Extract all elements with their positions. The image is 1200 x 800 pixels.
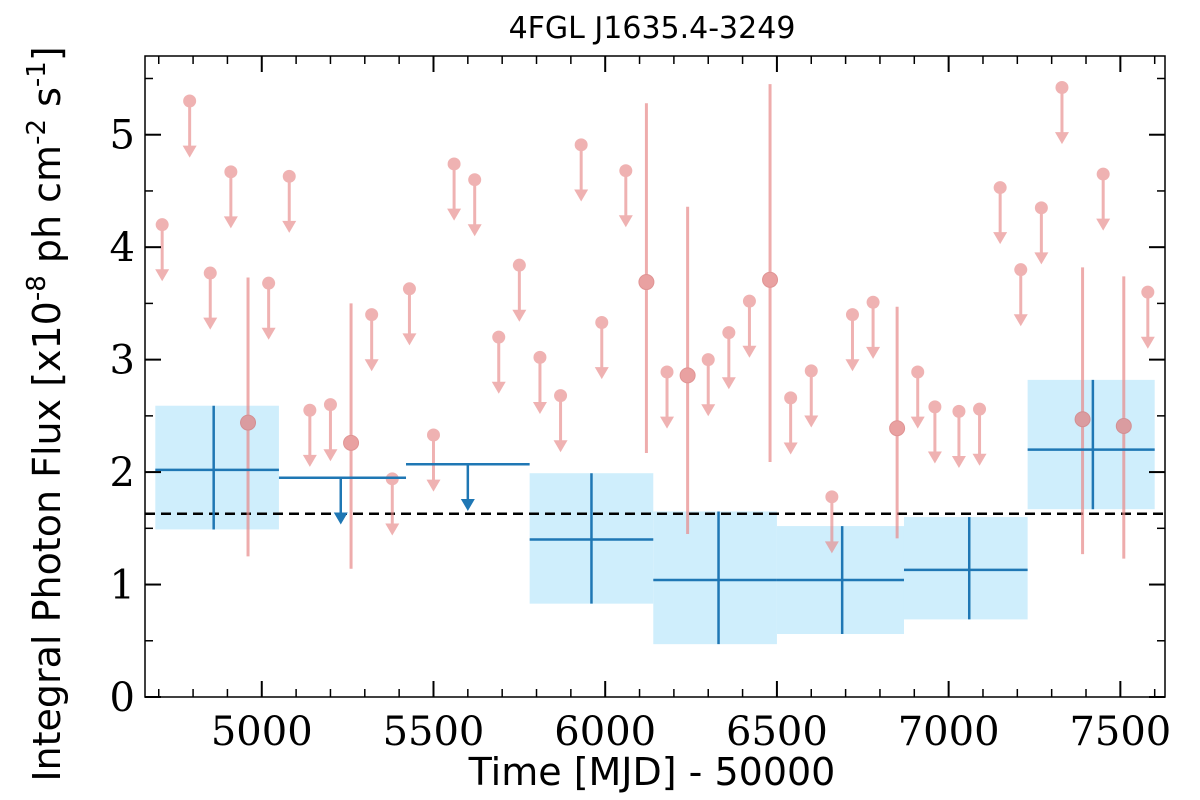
upper-limit-marker-3 xyxy=(223,165,238,229)
y-tick-label-5: 5 xyxy=(110,113,135,159)
long-bin-point-2 xyxy=(653,511,777,645)
x-tick-label-1: 5500 xyxy=(383,709,485,755)
x-tick-label-0: 5000 xyxy=(211,709,313,755)
upper-limit-marker-16 xyxy=(532,350,547,414)
plot-frame xyxy=(144,55,1166,698)
upper-limit-marker-10 xyxy=(402,282,417,346)
upper-limit-marker-17 xyxy=(553,389,568,453)
long-bin-point-1 xyxy=(529,473,654,604)
upper-limit-marker-12 xyxy=(447,157,462,221)
upper-limit-marker-2 xyxy=(203,266,218,330)
long-bin-point-5 xyxy=(1027,379,1155,510)
upper-limit-marker-27 xyxy=(824,490,839,554)
upper-limit-marker-9 xyxy=(385,472,400,536)
upper-limit-marker-34 xyxy=(993,181,1008,245)
upper-limit-marker-26 xyxy=(804,364,819,428)
long-bin-band-0 xyxy=(155,405,279,530)
detection-point-6 xyxy=(1074,267,1091,555)
upper-limit-marker-8 xyxy=(364,308,379,372)
long-bin-layer xyxy=(155,379,1155,645)
x-tick-label-4: 7000 xyxy=(898,709,1000,755)
x-axis-label: Time [MJD] - 50000 xyxy=(468,750,836,794)
upper-limit-marker-25 xyxy=(783,391,798,455)
upper-limit-marker-22 xyxy=(701,353,716,417)
y-tick-label-0: 0 xyxy=(110,675,135,721)
upper-limit-marker-24 xyxy=(742,294,757,358)
upper-limit-marker-4 xyxy=(261,276,276,340)
upper-limit-marker-18 xyxy=(574,138,589,202)
long-bin-point-4 xyxy=(903,517,1028,620)
upper-limit-marker-28 xyxy=(845,308,860,372)
y-tick-label-4: 4 xyxy=(110,225,135,271)
detection-point-7 xyxy=(1115,276,1132,559)
long-bin-band-4 xyxy=(903,517,1028,620)
upper-limit-marker-0 xyxy=(155,218,170,282)
upper-limit-marker-20 xyxy=(618,164,633,228)
detection-point-2 xyxy=(638,103,655,453)
detection-point-3 xyxy=(679,206,696,534)
x-tick-label-3: 6500 xyxy=(726,709,828,755)
tick-labels-layer: 5000 5500 6000 6500 7000 7500 0 1 2 3 4 5 xyxy=(110,113,1172,755)
detection-point-1 xyxy=(343,303,360,569)
x-tick-label-2: 6000 xyxy=(554,709,656,755)
y-tick-label-2: 2 xyxy=(110,450,135,496)
upper-limit-marker-15 xyxy=(512,258,527,322)
long-bin-point-0 xyxy=(155,405,279,530)
upper-limit-marker-30 xyxy=(910,365,925,429)
y-tick-label-1: 1 xyxy=(110,563,135,609)
upper-limit-marker-11 xyxy=(426,428,441,492)
upper-limit-marker-6 xyxy=(302,403,317,467)
y-axis-label: Integral Photon Flux [x10-8 ph cm-2 s-1] xyxy=(22,46,69,781)
upper-limit-marker-31 xyxy=(927,400,942,464)
upper-limit-marker-35 xyxy=(1013,263,1028,327)
long-bin-band-2 xyxy=(653,511,777,645)
long-bin-upper-limit-0 xyxy=(278,476,407,525)
long-bin-point-3 xyxy=(776,526,904,635)
upper-limit-marker-36 xyxy=(1034,201,1049,265)
upper-limit-marker-5 xyxy=(282,169,297,233)
upper-limit-marker-21 xyxy=(660,365,675,429)
long-bin-upper-limit-1 xyxy=(406,462,530,511)
short-bin-layer xyxy=(155,80,1155,569)
detection-point-5 xyxy=(889,306,906,539)
long-bin-bands xyxy=(155,379,1155,645)
chart-title: 4FGL J1635.4-3249 xyxy=(509,11,796,46)
upper-limit-marker-23 xyxy=(721,326,736,390)
y-tick-label-3: 3 xyxy=(110,338,135,384)
upper-limit-marker-14 xyxy=(491,330,506,394)
x-tick-label-5: 7500 xyxy=(1069,709,1171,755)
upper-limit-marker-19 xyxy=(594,316,609,380)
detection-point-4 xyxy=(762,84,779,462)
upper-limit-marker-1 xyxy=(182,94,197,158)
upper-limit-marker-29 xyxy=(866,295,881,359)
detection-point-0 xyxy=(240,277,257,557)
upper-limit-marker-7 xyxy=(323,398,338,462)
long-bin-band-5 xyxy=(1027,379,1155,510)
upper-limit-marker-39 xyxy=(1140,285,1155,349)
upper-limit-marker-37 xyxy=(1054,80,1069,145)
axes-layer xyxy=(144,55,1166,698)
upper-limit-marker-13 xyxy=(467,173,482,237)
upper-limit-marker-33 xyxy=(972,402,987,466)
upper-limit-marker-38 xyxy=(1096,167,1111,231)
upper-limit-marker-32 xyxy=(951,404,966,468)
